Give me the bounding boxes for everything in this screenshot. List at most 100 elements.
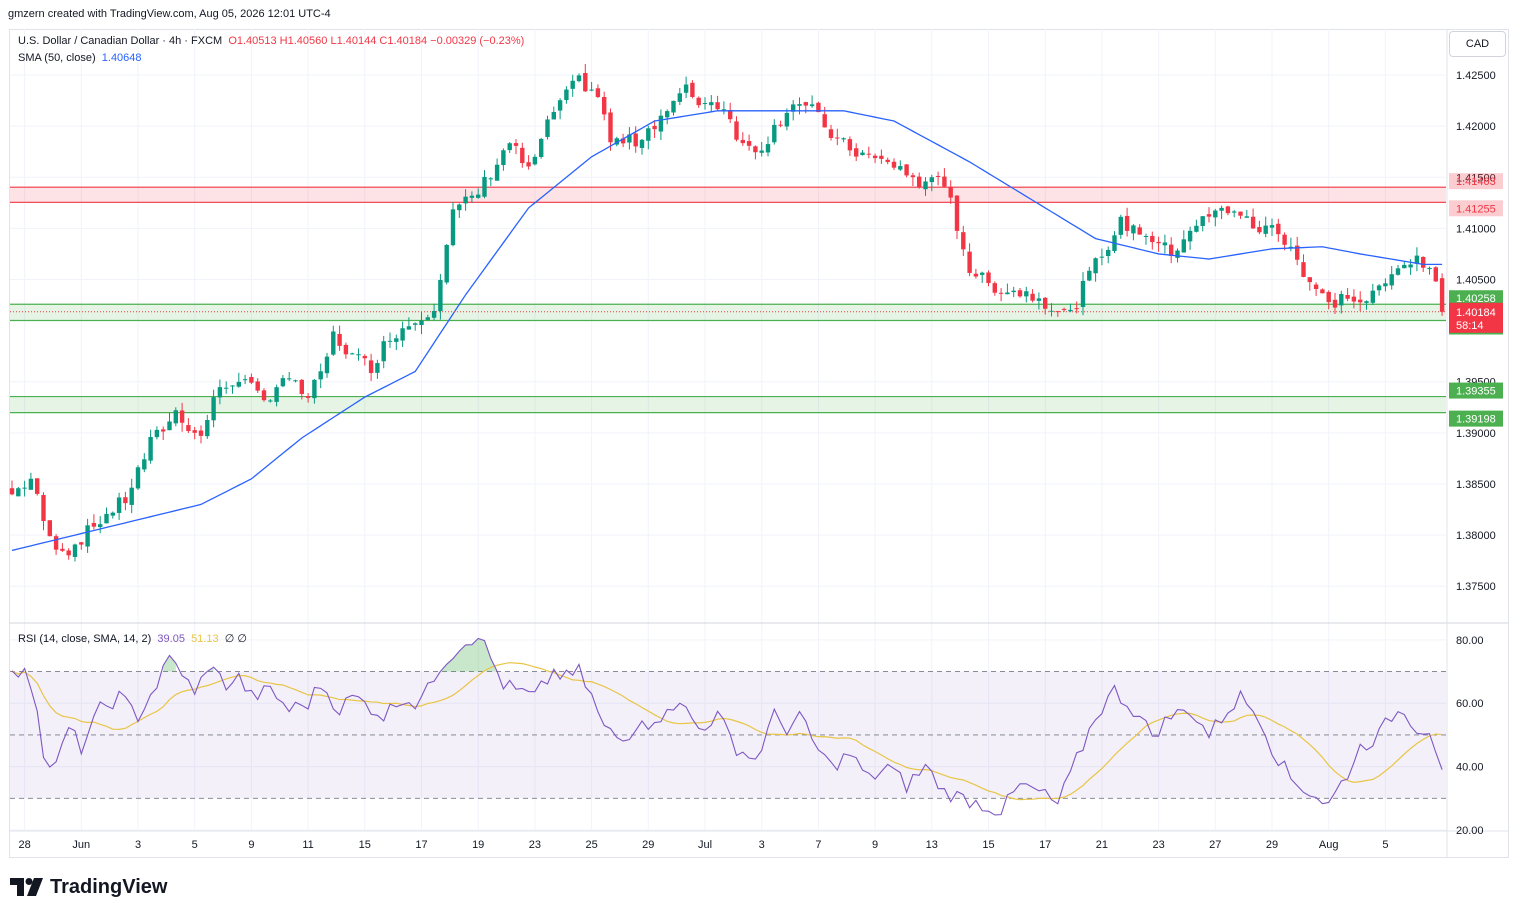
time-tick-label: 9 bbox=[872, 839, 878, 851]
candle-body bbox=[860, 152, 865, 156]
candle-body bbox=[192, 430, 197, 433]
candle-body bbox=[1376, 285, 1382, 291]
candle-body bbox=[1351, 296, 1357, 302]
candle-body bbox=[671, 100, 676, 113]
candle-body bbox=[614, 138, 619, 145]
candle-body bbox=[1143, 235, 1149, 237]
candle-body bbox=[520, 147, 525, 164]
candle-body bbox=[1288, 246, 1294, 248]
candle-body bbox=[1036, 298, 1042, 301]
candle-body bbox=[935, 175, 941, 177]
candle-body bbox=[1402, 264, 1407, 269]
candle-body bbox=[557, 100, 563, 111]
price-tick-label: 1.42000 bbox=[1456, 121, 1496, 133]
candle-body bbox=[16, 488, 21, 497]
candle-body bbox=[696, 97, 701, 106]
candle-body bbox=[526, 162, 531, 167]
candle-body bbox=[608, 112, 613, 143]
candle-body bbox=[564, 89, 569, 100]
candle-body bbox=[463, 196, 468, 204]
price-tick-label: 1.40500 bbox=[1456, 274, 1496, 286]
candle-body bbox=[1408, 264, 1413, 268]
candle-body bbox=[1024, 291, 1029, 297]
candle-body bbox=[79, 542, 84, 545]
candle-body bbox=[539, 138, 544, 158]
candle-body bbox=[1087, 270, 1092, 281]
tradingview-logo-icon bbox=[10, 878, 43, 896]
candle-body bbox=[620, 138, 626, 144]
candle-body bbox=[746, 141, 752, 146]
time-tick-label: 7 bbox=[815, 839, 821, 851]
candle-body bbox=[791, 104, 796, 112]
candle-body bbox=[431, 310, 437, 318]
candle-body bbox=[904, 164, 909, 176]
candle-body bbox=[658, 115, 664, 132]
rsi-ma-line bbox=[11, 662, 1443, 801]
candle-body bbox=[1364, 301, 1369, 303]
candle-body bbox=[841, 138, 846, 140]
zone-axis-label: 1.41403 bbox=[1456, 176, 1496, 188]
candle-body bbox=[337, 333, 342, 346]
last-price-tag bbox=[1449, 302, 1503, 333]
candle-body bbox=[312, 379, 317, 399]
candle-body bbox=[683, 84, 689, 93]
candle-body bbox=[236, 381, 241, 387]
candle-body bbox=[891, 161, 897, 168]
candle-body bbox=[1118, 216, 1123, 235]
candle-body bbox=[772, 124, 777, 143]
time-tick-label: 15 bbox=[359, 839, 371, 851]
candle-body bbox=[217, 387, 223, 398]
candle-body bbox=[633, 133, 638, 147]
time-tick-label: 11 bbox=[302, 839, 313, 851]
time-tick-label: 13 bbox=[926, 839, 938, 851]
time-tick-label: 21 bbox=[1096, 839, 1108, 851]
candle-body bbox=[721, 109, 727, 111]
candle-body bbox=[98, 524, 103, 528]
candle-body bbox=[1206, 214, 1212, 217]
rsi-tick-label: 80.00 bbox=[1456, 635, 1484, 647]
zone-axis-label: 1.39198 bbox=[1456, 414, 1496, 426]
price-tick-label: 1.38000 bbox=[1456, 530, 1496, 542]
candle-body bbox=[917, 176, 922, 188]
candle-body bbox=[85, 525, 90, 547]
candle-body bbox=[816, 102, 821, 113]
candle-body bbox=[154, 429, 160, 438]
candle-body bbox=[627, 134, 632, 143]
rsi-label[interactable]: RSI (14, close, SMA, 14, 2) bbox=[18, 633, 152, 645]
candle-body bbox=[1414, 255, 1420, 264]
candle-body bbox=[318, 371, 323, 380]
time-tick-label: 25 bbox=[585, 839, 597, 851]
candle-body bbox=[438, 279, 443, 312]
candle-body bbox=[444, 244, 449, 283]
candle-body bbox=[702, 103, 708, 105]
time-tick-label: 3 bbox=[135, 839, 141, 851]
chart-frame bbox=[9, 29, 1509, 858]
chart-credit: gmzern created with TradingView.com, Aug… bbox=[8, 8, 331, 20]
zone-axis-tag bbox=[1449, 410, 1503, 427]
time-tick-label: 5 bbox=[1382, 839, 1388, 851]
sma-label[interactable]: SMA (50, close) bbox=[18, 52, 96, 64]
candle-body bbox=[1049, 310, 1054, 312]
candle-body bbox=[1421, 256, 1426, 268]
candle-body bbox=[129, 487, 134, 505]
time-tick-label: 19 bbox=[472, 839, 484, 851]
candle-body bbox=[1169, 244, 1174, 257]
candle-body bbox=[406, 326, 412, 330]
candle-body bbox=[35, 478, 40, 494]
candle-body bbox=[1326, 291, 1331, 303]
candle-body bbox=[1389, 274, 1394, 286]
symbol-label[interactable]: U.S. Dollar / Canadian Dollar · 4h · FXC… bbox=[18, 35, 223, 47]
currency-button[interactable]: CAD bbox=[1449, 31, 1506, 57]
candle-body bbox=[1011, 290, 1016, 293]
candle-body bbox=[583, 72, 588, 92]
candle-body bbox=[1093, 258, 1098, 274]
candle-body bbox=[942, 176, 947, 187]
candle-body bbox=[1269, 225, 1275, 228]
rsi-line bbox=[11, 637, 1443, 816]
candle-body bbox=[1200, 216, 1205, 226]
candle-body bbox=[967, 251, 972, 273]
tradingview-logo: TradingView bbox=[10, 874, 167, 900]
candle-body bbox=[280, 378, 286, 387]
candle-body bbox=[803, 102, 808, 106]
